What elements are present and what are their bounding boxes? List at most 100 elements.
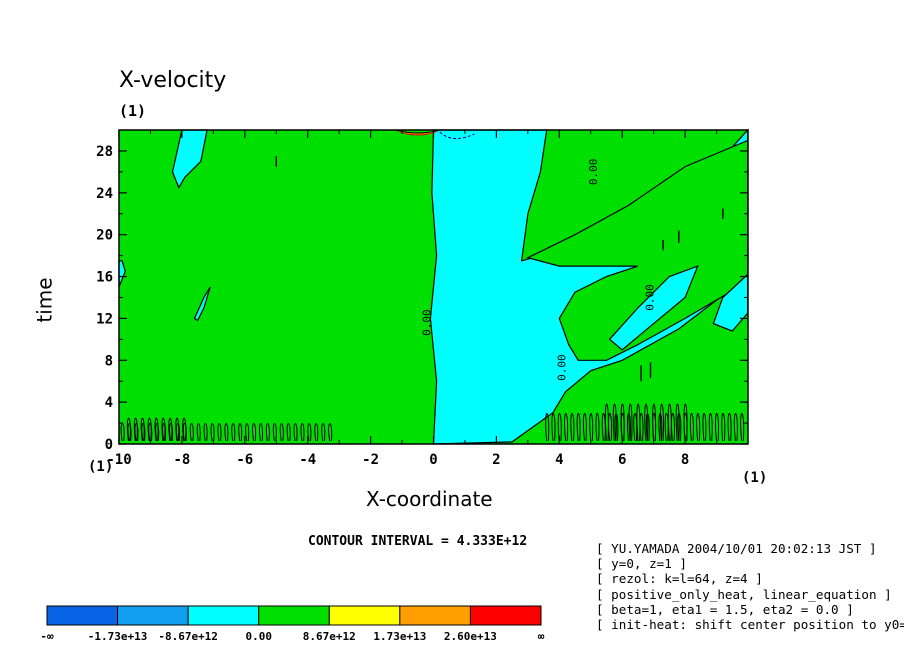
title-unit: (1)	[119, 102, 147, 120]
contour-ripple	[708, 412, 713, 441]
contour-ripple	[272, 423, 277, 441]
contour-ripple	[162, 423, 167, 441]
metadata-block: [ YU.YAMADA 2004/10/01 20:02:13 JST ] [ …	[596, 541, 904, 632]
plot-area	[118, 128, 749, 445]
contour-ripple	[175, 417, 180, 441]
legend-swatch	[187, 605, 260, 626]
contour-ripple	[293, 423, 298, 441]
contour-ripple	[175, 423, 181, 441]
x-axis-label: X-coordinate	[366, 487, 493, 511]
x-tick-label: -6	[236, 452, 253, 468]
legend-swatch	[469, 605, 542, 626]
contour-interval-label: CONTOUR INTERVAL = 4.333E+12	[308, 534, 528, 549]
contour-ripple	[721, 412, 726, 441]
contour-ripple	[126, 417, 131, 441]
y-tick-label: 12	[96, 311, 113, 327]
contour-ripple	[683, 403, 688, 441]
contour-ripple	[612, 403, 617, 441]
x-tick-label: -4	[299, 452, 316, 468]
contour-ripple	[279, 423, 284, 441]
meta-line: [ YU.YAMADA 2004/10/01 20:02:13 JST ]	[596, 541, 877, 556]
meta-line: [ beta=1, eta1 = 1.5, eta2 = 0.0 ]	[596, 601, 854, 617]
legend-swatch	[328, 605, 401, 626]
contour-ripple	[245, 423, 250, 441]
contour-ripple	[134, 423, 139, 441]
x-tick-label: -10	[106, 452, 131, 468]
contour-ripple	[133, 417, 138, 441]
contour-ripple	[582, 412, 587, 441]
legend-label: -∞	[40, 630, 54, 643]
contour-ripple	[733, 412, 738, 441]
contour-ripple	[652, 403, 657, 441]
contour-ripple	[667, 403, 672, 441]
region-negative-patch	[193, 286, 211, 322]
region-positive-tongue	[526, 139, 749, 361]
contour-ripple	[217, 423, 222, 441]
contour-label: 0.00	[420, 309, 433, 336]
contour-label: 0.00	[587, 159, 600, 186]
contour-ripple	[644, 403, 649, 441]
contour-ripple	[238, 423, 243, 441]
contour-ripple	[689, 412, 694, 441]
contour-ripple	[576, 412, 581, 441]
contour-ripple	[265, 423, 270, 441]
contour-ripple	[141, 423, 146, 441]
contour-ripple	[231, 423, 236, 441]
legend-label: 1.73e+13	[373, 630, 426, 643]
y-tick-label: 8	[105, 353, 113, 369]
contour-ripple	[169, 423, 174, 441]
x-tick-label: 8	[681, 452, 689, 468]
contour-ripple	[155, 423, 160, 441]
contour-ripple	[140, 417, 145, 441]
contour-ripple	[252, 423, 257, 441]
legend-swatch	[399, 605, 471, 626]
contour-lines: 0.00 0.00 0.00 0.00	[120, 129, 745, 441]
contour-peak	[395, 129, 440, 134]
legend-label: ∞	[538, 630, 545, 643]
x-tick-label: 2	[492, 452, 500, 468]
contour-label: 0.00	[556, 354, 569, 381]
contour-ripple	[328, 423, 333, 441]
y-tick-label: 28	[96, 144, 113, 160]
x-tick-label: 0	[429, 452, 437, 468]
contour-ripple	[740, 412, 745, 441]
contour-ripple	[696, 412, 701, 441]
meta-line: [ y=0, z=1 ]	[596, 556, 687, 572]
contour-ripple	[551, 412, 556, 441]
contour-ripple	[636, 403, 641, 441]
contour-ripple	[675, 403, 680, 441]
contour-ripple	[620, 403, 625, 441]
contour-ripple	[168, 417, 173, 441]
x-tick-label: 6	[618, 452, 626, 468]
region-negative-island	[608, 265, 699, 351]
x-tick-label: 4	[555, 452, 563, 468]
contour-ripple	[702, 412, 707, 441]
contour-ripple	[196, 423, 201, 441]
contour-ripple	[300, 423, 305, 441]
contour-ripple	[224, 423, 229, 441]
contour-ripple	[321, 423, 326, 441]
legend-label: -8.67e+12	[158, 630, 218, 643]
chart-title: X-velocity	[119, 68, 227, 93]
contour-ripple	[628, 403, 633, 441]
contour-ripple	[210, 423, 215, 441]
contour-ripple	[727, 412, 732, 441]
contour-ripple	[714, 412, 719, 441]
meta-line: [ positive_only_heat, linear_equation ]	[596, 586, 892, 602]
legend-label: 2.60e+13	[444, 630, 497, 643]
contour-ripple	[570, 412, 575, 441]
contour-ripple	[557, 412, 562, 441]
contour-ripple	[545, 412, 550, 441]
contour-trough	[439, 131, 475, 139]
y-tick-label: 20	[96, 228, 113, 244]
legend-label: 0.00	[245, 630, 272, 643]
legend-label: 8.67e+12	[303, 630, 356, 643]
x-tick-label: -2	[362, 452, 379, 468]
contour-ripple	[182, 423, 187, 441]
legend-swatch	[117, 605, 189, 626]
meta-line: [ rezol: k=l=64, z=4 ]	[596, 571, 763, 587]
contour-ripple	[258, 423, 264, 441]
contour-ripple	[601, 412, 606, 441]
